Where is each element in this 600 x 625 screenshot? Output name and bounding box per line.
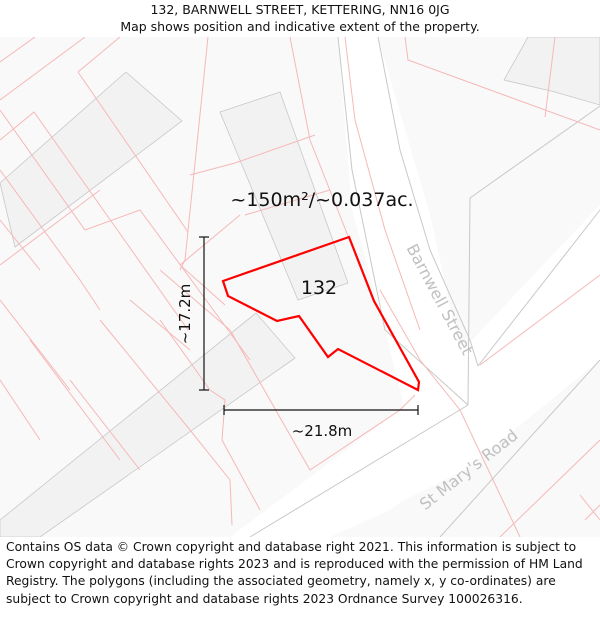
- height-label: ~17.2m: [176, 284, 194, 345]
- map-description: Map shows position and indicative extent…: [120, 19, 480, 34]
- copyright-attribution: Contains OS data © Crown copyright and d…: [6, 540, 583, 606]
- property-boundary[interactable]: [221, 235, 421, 392]
- st-marys-road: [150, 205, 600, 537]
- property-address: 132, BARNWELL STREET, KETTERING, NN16 0J…: [150, 2, 450, 17]
- width-dimension: [223, 405, 419, 415]
- parcel-lines: [0, 37, 600, 537]
- area-label: ~150m²/~0.037ac.: [230, 189, 413, 211]
- property-number-label: 132: [301, 277, 337, 299]
- width-label: ~21.8m: [292, 422, 353, 440]
- height-dimension: [199, 236, 209, 391]
- property-map[interactable]: ~150m²/~0.037ac. 132 ~17.2m ~21.8m Barnw…: [0, 37, 600, 537]
- map-header: 132, BARNWELL STREET, KETTERING, NN16 0J…: [0, 0, 600, 38]
